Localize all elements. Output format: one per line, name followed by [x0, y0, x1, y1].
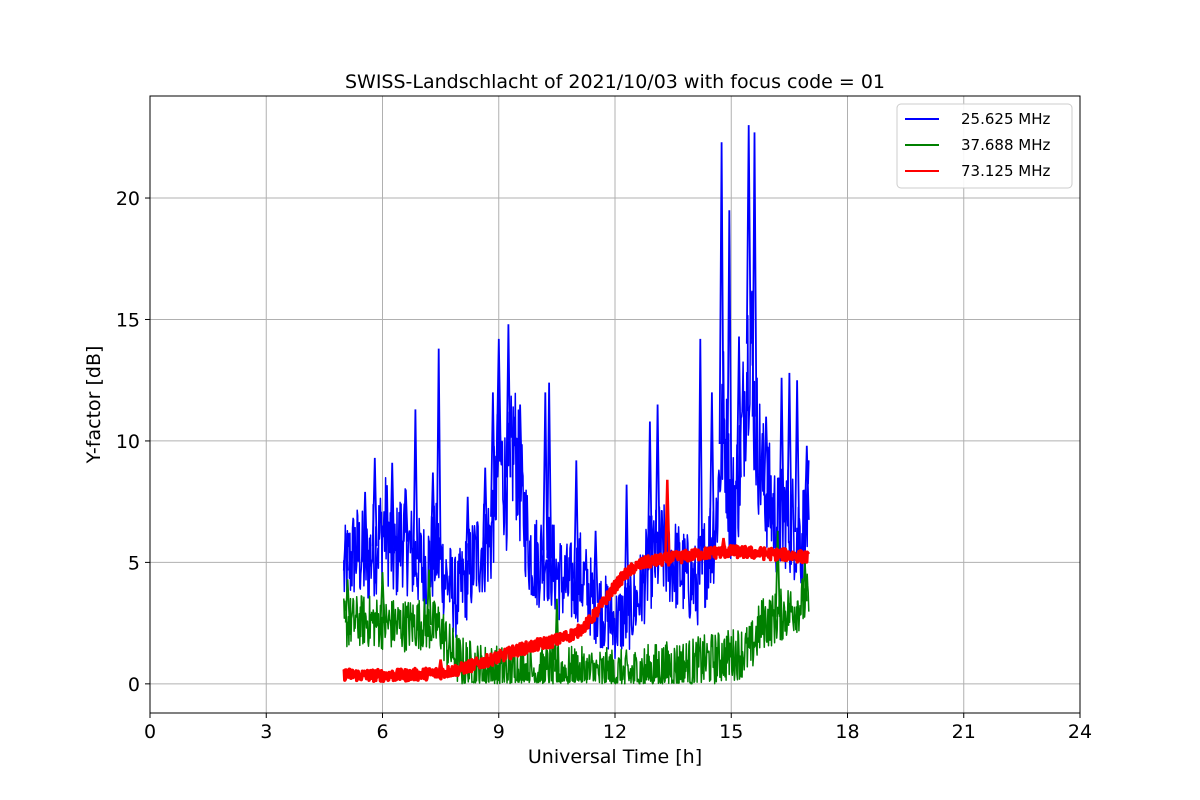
x-tick-label: 15: [719, 721, 743, 743]
series-spike: [430, 472, 436, 556]
legend-entry: 73.125 MHz: [961, 162, 1050, 180]
x-tick-label: 18: [835, 721, 859, 743]
y-axis-label: Y-factor [dB]: [83, 346, 105, 465]
legend-entry: 37.688 MHz: [961, 136, 1050, 154]
series-spike: [379, 572, 386, 624]
series-spike: [435, 348, 442, 557]
y-tick-label: 0: [128, 674, 140, 696]
legend-entry: 25.625 MHz: [961, 110, 1050, 128]
series-line: [342, 543, 811, 683]
x-tick-label: 21: [952, 721, 976, 743]
series-spike: [412, 409, 419, 560]
series-spike: [482, 467, 488, 545]
x-axis-label: Universal Time [h]: [528, 746, 702, 768]
series-spike: [389, 462, 395, 554]
x-tick-label: 0: [144, 721, 156, 743]
series-spike: [371, 457, 378, 547]
legend: 25.625 MHz 37.688 MHz 73.125 MHz: [896, 103, 1073, 189]
series-spike: [464, 496, 471, 575]
x-tick-label: 6: [376, 721, 388, 743]
series-spike: [517, 404, 523, 487]
series-spike: [495, 338, 502, 454]
series-line: [343, 573, 810, 685]
series-spike: [726, 210, 733, 490]
series-spike: [546, 382, 552, 559]
series-spike: [763, 416, 769, 490]
y-tick-label: 10: [116, 431, 140, 453]
series-spike: [720, 537, 727, 553]
series-spike: [804, 445, 810, 520]
series-0: [342, 125, 810, 660]
series-spike: [592, 530, 599, 603]
series-1: [343, 530, 810, 685]
series-spike: [709, 392, 715, 539]
series-spike: [654, 404, 661, 555]
y-tick-label: 15: [116, 309, 140, 331]
series-spike: [786, 372, 793, 520]
series-2: [342, 479, 811, 683]
y-tick-label: 20: [116, 188, 140, 210]
series-spike: [542, 392, 549, 551]
series-line: [343, 290, 810, 660]
x-tick-label: 24: [1068, 721, 1092, 743]
series-spike: [437, 659, 444, 674]
x-tick-label: 12: [603, 721, 627, 743]
x-tick-label: 3: [260, 721, 272, 743]
series-spike: [647, 421, 653, 563]
series-spike: [794, 380, 800, 533]
series-spike: [573, 460, 580, 579]
series-spike: [342, 533, 349, 571]
chart-title: SWISS-Landschlacht of 2021/10/03 with fo…: [345, 71, 885, 93]
series-spike: [505, 324, 512, 478]
series-spike: [778, 377, 785, 520]
y-tick-label: 5: [128, 552, 140, 574]
series-spike: [774, 530, 781, 617]
series-spike: [362, 491, 368, 561]
x-tick-label: 9: [493, 721, 505, 743]
series-spike: [751, 132, 758, 417]
series-spike: [697, 338, 704, 575]
series-spike: [718, 142, 725, 445]
ticks: 0 3 6 9 12 15 18 21 24 0 5 10 15 20: [116, 188, 1092, 743]
series-spike: [745, 125, 752, 344]
series-spike: [344, 579, 351, 623]
series-spike: [664, 479, 671, 560]
series-spike: [426, 569, 432, 626]
series-layer: [342, 125, 811, 685]
series-spike: [402, 489, 409, 542]
series-spike: [736, 336, 742, 478]
series-spike: [490, 392, 496, 517]
legend-box: [896, 103, 1073, 189]
series-spike: [554, 598, 560, 672]
